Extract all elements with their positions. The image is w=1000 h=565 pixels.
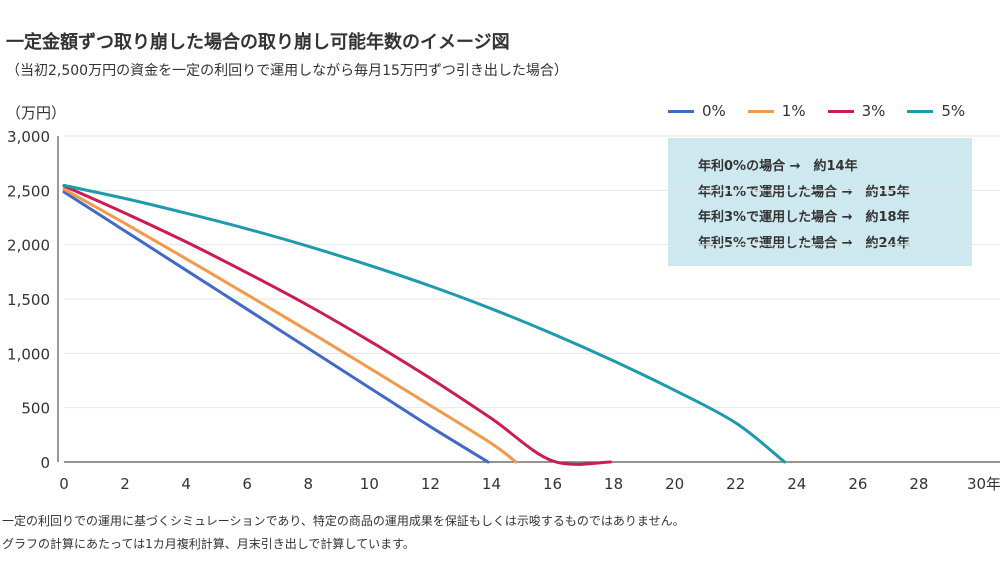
x-tick-label: 10 (360, 475, 379, 493)
info-line-3pct: 年利3%で運用した場合 → 約18年 (698, 210, 910, 225)
y-tick-label: 0 (40, 454, 50, 472)
calculation-note: グラフの計算にあたっては1カ月複利計算、月末引き出しで計算しています。 (2, 537, 415, 551)
series-line-3pct (62, 184, 612, 466)
legend-label: 3% (861, 102, 886, 120)
legend-label: 0% (702, 102, 726, 120)
x-tick-label: 28 (909, 475, 928, 493)
legend-item-0pct: 0% (668, 102, 726, 120)
series-line-0pct (62, 190, 490, 464)
legend-label: 5% (941, 102, 966, 120)
legend-item-5pct: 5% (907, 102, 965, 120)
y-tick-label: 1,000 (7, 345, 50, 363)
disclaimer-note: 一定の利回りでの運用に基づくシミュレーションであり、特定の商品の運用成果を保証も… (2, 514, 685, 528)
x-tick-label: 14 (482, 475, 501, 493)
series-line-1pct (62, 187, 518, 464)
legend-swatch (668, 109, 694, 113)
y-tick-label: 3,000 (7, 128, 50, 146)
y-tick-label: 2,000 (7, 237, 50, 255)
info-line-1pct: 年利1%で運用した場合 → 約15年 (698, 184, 910, 200)
x-tick-label: 24 (787, 475, 806, 493)
chart-subtitle: （当初2,500万円の資金を一定の利回りで運用しながら毎月15万円ずつ引き出した… (6, 63, 568, 79)
y-tick-label: 2,500 (7, 182, 50, 200)
legend-item-1pct: 1% (747, 102, 806, 120)
legend-swatch (907, 109, 934, 113)
info-line-0pct: 年利0%の場合 → 約14年 (698, 159, 858, 174)
x-tick-label: 6 (242, 475, 252, 493)
y-tick-label: 1,500 (7, 291, 50, 309)
x-tick-label: 22 (726, 475, 745, 493)
x-tick-label: 20 (665, 475, 684, 493)
chart-title: 一定金額ずつ取り崩した場合の取り崩し可能年数のイメージ図 (6, 32, 510, 53)
y-axis-unit-label: （万円） (6, 104, 67, 122)
x-tick-label: 12 (421, 475, 440, 493)
x-tick-label: 4 (181, 475, 191, 493)
x-tick-label: 16 (543, 475, 562, 493)
legend-item-3pct: 3% (827, 102, 886, 120)
legend-label: 1% (781, 102, 806, 120)
legend: 0% 1% 3% 5% (668, 102, 965, 120)
legend-swatch (747, 109, 774, 113)
y-tick-label: 500 (21, 400, 50, 418)
x-tick-label: 26 (848, 475, 867, 493)
x-tick-label: 0 (59, 475, 69, 493)
x-tick-label: 2 (120, 475, 130, 493)
legend-swatch (827, 109, 854, 113)
x-tick-label: 8 (303, 475, 313, 493)
info-line-5pct: 年利5%で運用した場合 → 約24年 (698, 235, 910, 251)
x-tick-label: 18 (604, 475, 623, 493)
x-tick-label: 30年 (967, 475, 1000, 493)
series-line-5pct (62, 183, 787, 464)
